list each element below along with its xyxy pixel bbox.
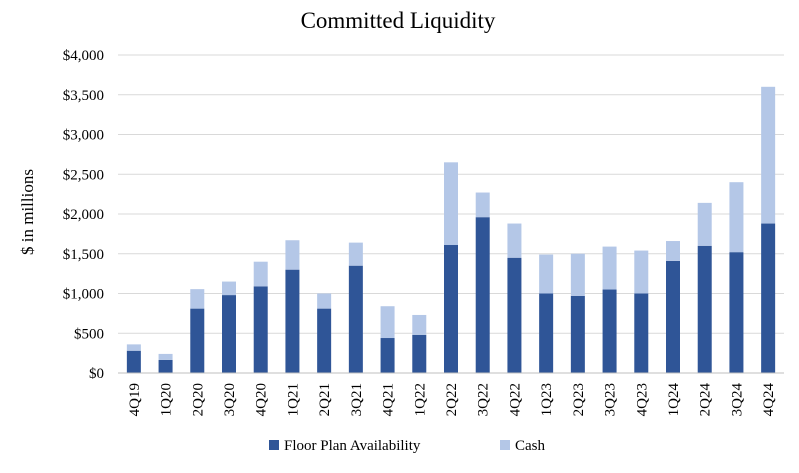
y-tick-label: $1,000 xyxy=(63,287,104,303)
x-tick-label: 4Q19 xyxy=(127,383,143,416)
x-tick-label: 1Q24 xyxy=(666,383,682,417)
bar-floor-plan-availability-4q20 xyxy=(253,286,268,373)
x-tick-label: 3Q22 xyxy=(476,383,492,416)
bar-floor-plan-availability-1q20 xyxy=(158,359,173,373)
y-tick-label: $500 xyxy=(74,326,104,342)
bar-floor-plan-availability-4q21 xyxy=(380,338,395,373)
bar-cash-4q19 xyxy=(126,344,141,351)
bar-cash-4q20 xyxy=(253,261,268,287)
x-tick-label: 1Q20 xyxy=(159,383,175,416)
y-tick-label: $3,500 xyxy=(63,88,104,104)
bar-floor-plan-availability-2q21 xyxy=(317,308,332,373)
bar-floor-plan-availability-1q21 xyxy=(285,269,300,373)
bar-floor-plan-availability-1q24 xyxy=(666,260,680,373)
y-tick-label: $0 xyxy=(89,366,104,382)
bar-floor-plan-availability-3q23 xyxy=(602,289,617,373)
bar-cash-4q23 xyxy=(634,250,649,294)
bar-floor-plan-availability-4q23 xyxy=(634,293,649,373)
bar-floor-plan-availability-3q20 xyxy=(222,295,236,373)
x-tick-label: 3Q20 xyxy=(222,383,238,416)
y-tick-label: $2,500 xyxy=(63,167,104,183)
y-tick-label: $3,000 xyxy=(63,128,104,144)
legend-swatch-cash xyxy=(500,440,510,450)
bar-floor-plan-availability-4q24 xyxy=(761,223,776,373)
x-tick-label: 4Q21 xyxy=(381,383,397,416)
bars xyxy=(126,86,776,373)
x-tick-label: 3Q24 xyxy=(729,383,745,417)
bar-cash-1q20 xyxy=(158,353,173,360)
bar-cash-2q20 xyxy=(190,289,205,309)
bar-cash-3q24 xyxy=(729,182,744,253)
bar-floor-plan-availability-1q23 xyxy=(539,293,554,373)
x-tick-label: 4Q22 xyxy=(507,383,523,416)
legend-label-floor-plan-availability: Floor Plan Availability xyxy=(284,438,421,454)
y-tick-label: $2,000 xyxy=(63,207,104,223)
bar-cash-3q23 xyxy=(602,246,617,290)
x-tick-label: 2Q22 xyxy=(444,383,460,416)
bar-cash-3q22 xyxy=(475,192,490,218)
x-tick-label: 1Q21 xyxy=(285,383,301,416)
bar-floor-plan-availability-3q21 xyxy=(348,265,363,373)
x-tick-label: 4Q23 xyxy=(634,383,650,416)
bar-cash-2q24 xyxy=(697,202,712,246)
bar-floor-plan-availability-3q22 xyxy=(475,217,490,373)
bar-cash-4q22 xyxy=(507,223,522,258)
y-tick-label: $1,500 xyxy=(63,247,104,263)
bar-floor-plan-availability-1q22 xyxy=(412,334,427,373)
legend-swatch-floor-plan-availability xyxy=(269,440,279,450)
x-tick-label: 2Q21 xyxy=(317,383,333,416)
bar-floor-plan-availability-2q20 xyxy=(190,308,205,373)
x-tick-label: 4Q24 xyxy=(761,383,777,417)
bar-floor-plan-availability-2q23 xyxy=(570,295,585,373)
x-tick-label: 1Q22 xyxy=(412,383,428,416)
bar-floor-plan-availability-3q24 xyxy=(729,252,744,373)
bar-cash-1q24 xyxy=(666,241,680,261)
x-tick-label: 2Q20 xyxy=(190,383,206,416)
bar-cash-4q21 xyxy=(380,306,395,339)
bar-cash-1q23 xyxy=(539,254,554,294)
x-tick-label: 2Q23 xyxy=(571,383,587,416)
bar-cash-2q21 xyxy=(317,293,332,309)
bar-floor-plan-availability-2q22 xyxy=(444,245,458,373)
chart-title: Committed Liquidity xyxy=(301,8,496,33)
x-tick-labels: 4Q19 1Q20 2Q20 3Q20 4Q20 1Q21 2Q21 3Q21 4Q21 1Q22… xyxy=(127,383,777,417)
y-axis-label: $ in millions xyxy=(18,169,37,255)
bar-cash-3q20 xyxy=(222,281,236,296)
bar-cash-1q21 xyxy=(285,240,300,270)
bar-floor-plan-availability-4q19 xyxy=(126,350,141,373)
x-tick-label: 3Q23 xyxy=(603,383,619,416)
x-tick-label: 2Q24 xyxy=(698,383,714,417)
y-tick-labels: $0 $500 $1,000 $1,500 $2,000 $2,500 $3,000 $3,5… xyxy=(63,48,104,382)
legend-label-cash: Cash xyxy=(515,438,546,454)
bar-cash-4q24 xyxy=(761,86,776,224)
bar-cash-3q21 xyxy=(348,242,363,266)
x-tick-label: 3Q21 xyxy=(349,383,365,416)
bar-cash-2q22 xyxy=(444,162,458,246)
bar-cash-1q22 xyxy=(412,314,427,335)
legend: Floor Plan Availability Cash xyxy=(269,438,546,454)
x-tick-label: 4Q20 xyxy=(254,383,270,416)
bar-cash-2q23 xyxy=(570,253,585,296)
y-tick-label: $4,000 xyxy=(63,48,104,64)
bar-floor-plan-availability-4q22 xyxy=(507,257,522,373)
bar-floor-plan-availability-2q24 xyxy=(697,245,712,373)
x-tick-label: 1Q23 xyxy=(539,383,555,416)
